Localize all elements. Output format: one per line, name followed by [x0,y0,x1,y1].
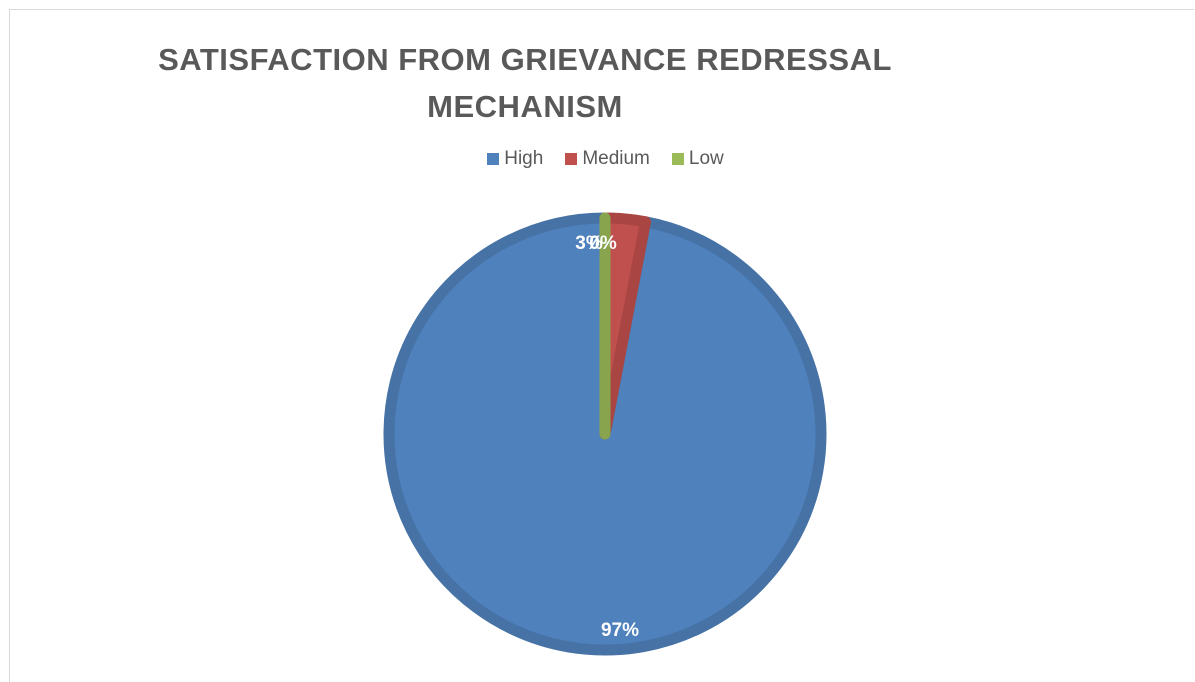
legend-item-low: Low [671,148,724,170]
data-label-high: 97% [601,620,639,641]
chart-title: SATISFACTION FROM GRIEVANCE REDRESSAL ME… [158,42,892,124]
legend-label-low: Low [688,148,724,169]
chart-area [9,9,1194,682]
legend-label-high: High [504,148,544,169]
legend-item-medium: Medium [565,148,650,170]
legend-swatch-low [671,153,684,165]
legend: High Medium Low [0,148,1195,170]
data-label-low: 0% [589,233,617,254]
data-label-medium: 3% [575,233,603,254]
legend-item-high: High [487,148,543,170]
legend-swatch-high [487,153,500,165]
legend-swatch-medium [565,153,578,165]
legend-label-medium: Medium [582,148,650,169]
